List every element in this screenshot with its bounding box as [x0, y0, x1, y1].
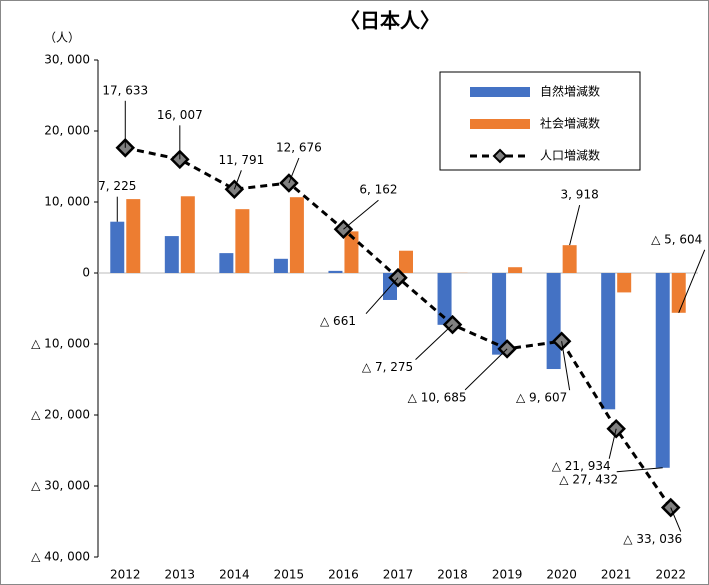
x-tick-label: 2016 [328, 568, 359, 582]
bar [508, 267, 523, 273]
leader-line [343, 199, 379, 230]
x-tick-label: 2022 [655, 568, 686, 582]
legend-label: 自然増減数 [540, 84, 600, 99]
x-tick-label: 2013 [165, 568, 196, 582]
bar [235, 209, 250, 273]
data-label: △ 21, 934 [552, 459, 611, 473]
bar [492, 273, 507, 355]
leader-line [561, 341, 571, 391]
bar [437, 273, 452, 325]
data-label: △ 27, 432 [559, 472, 618, 486]
leader-line [288, 157, 300, 184]
bar [546, 273, 561, 370]
y-tick-label: △ 40, 000 [31, 550, 90, 564]
y-tick-label: 20, 000 [44, 124, 90, 138]
y-tick-label: △ 20, 000 [31, 408, 90, 422]
bar [562, 245, 577, 273]
data-label: 12, 676 [276, 141, 322, 155]
leader-line [233, 170, 242, 190]
bar [180, 196, 195, 273]
data-label: △ 5, 604 [651, 232, 702, 246]
leader-line [415, 324, 453, 361]
data-label: △ 661 [320, 314, 356, 328]
bar [219, 253, 234, 273]
chart-title: 〈日本人〉 [340, 9, 440, 33]
y-tick-label: 10, 000 [44, 195, 90, 209]
bar [126, 199, 141, 273]
legend-swatch [470, 87, 530, 97]
leader-line [678, 249, 706, 313]
x-tick-label: 2018 [437, 568, 468, 582]
legend-swatch [470, 119, 530, 129]
point [606, 418, 626, 439]
y-tick-label: 30, 000 [44, 53, 90, 67]
y-axis-label: （人） [44, 31, 80, 45]
bar [617, 273, 632, 293]
bar [289, 197, 304, 273]
leader-line [464, 348, 508, 391]
bar [344, 231, 359, 273]
data-label: △ 33, 036 [623, 532, 682, 546]
data-label: 3, 918 [561, 188, 599, 202]
x-tick-label: 2019 [492, 568, 523, 582]
data-label: 17, 633 [102, 83, 148, 97]
x-tick-label: 2015 [274, 568, 305, 582]
x-tick-label: 2014 [219, 568, 250, 582]
data-label: 7, 225 [98, 179, 136, 193]
legend-label: 人口増減数 [540, 148, 600, 163]
leader-line [608, 428, 617, 459]
legend-marker [492, 148, 508, 164]
bar [273, 258, 288, 273]
y-tick-label: △ 10, 000 [31, 337, 90, 351]
x-tick-label: 2017 [383, 568, 414, 582]
bar [655, 273, 670, 468]
bar [399, 250, 413, 273]
bar [671, 273, 686, 313]
legend-label: 社会増減数 [540, 116, 600, 131]
leader-line [569, 205, 581, 246]
data-label: △ 9, 607 [516, 391, 567, 405]
data-label: △ 10, 685 [408, 390, 467, 404]
y-tick-label: 0 [82, 266, 90, 280]
data-label: 6, 162 [359, 183, 397, 197]
leader-line [670, 507, 682, 532]
bar [601, 273, 616, 410]
x-tick-label: 2020 [546, 568, 577, 582]
bar [164, 236, 179, 273]
leader-line [616, 467, 663, 473]
data-label: △ 7, 275 [362, 360, 413, 374]
bar [110, 221, 125, 273]
bar [328, 270, 343, 273]
x-tick-label: 2021 [601, 568, 632, 582]
data-label: 16, 007 [157, 108, 203, 122]
y-tick-label: △ 30, 000 [31, 479, 90, 493]
x-tick-label: 2012 [110, 568, 141, 582]
data-label: 11, 791 [218, 153, 264, 167]
leader-line [365, 277, 399, 315]
point [115, 138, 136, 158]
